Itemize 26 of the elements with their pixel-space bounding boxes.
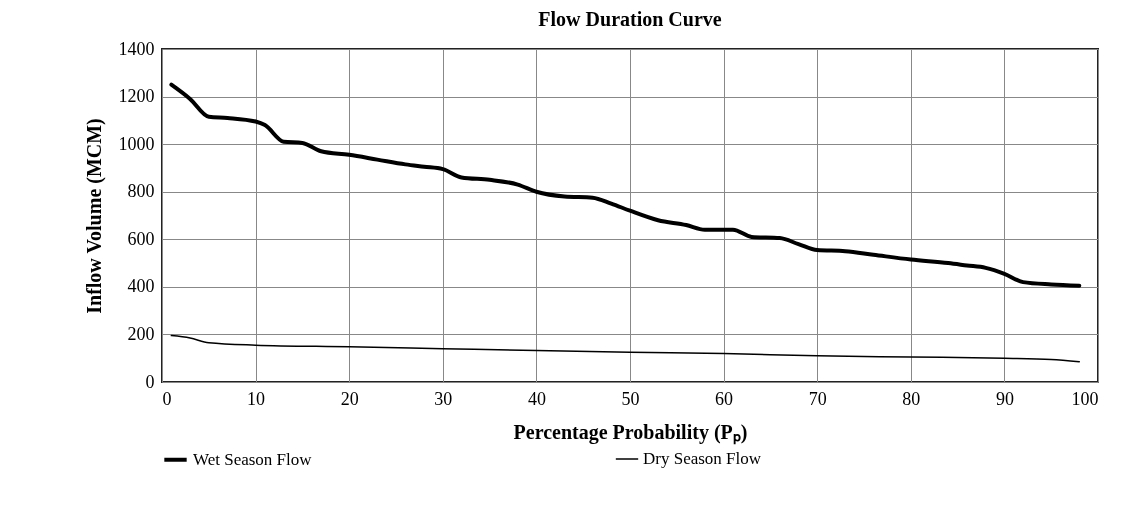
x-axis-title: Percentage Probability (Pₚ) (513, 420, 748, 445)
y-tick-label: 800 (127, 181, 155, 202)
x-tick-label: 80 (902, 388, 921, 409)
y-tick-label: 400 (127, 276, 155, 297)
line-series (170, 334, 1081, 363)
y-tick-label: 600 (127, 228, 155, 249)
x-tick-label: 70 (808, 388, 827, 409)
y-tick-label: 200 (127, 323, 155, 344)
x-tick-label: 50 (621, 388, 640, 409)
y-tick-label: 1400 (118, 38, 155, 59)
x-tick-label: 60 (715, 388, 734, 409)
x-tick-label: 0 (162, 388, 172, 409)
y-tick-label: 1000 (118, 133, 155, 154)
y-tick-label: 0 (145, 371, 155, 392)
chart-title: Flow Duration Curve (538, 8, 722, 30)
x-tick-label: 100 (1071, 388, 1099, 409)
line-series (169, 82, 1082, 288)
x-tick-label: 20 (340, 388, 359, 409)
x-tick-label: 40 (527, 388, 546, 409)
x-tick-label: 30 (434, 388, 453, 409)
x-tick-label: 90 (995, 388, 1014, 409)
legend-label: Dry Season Flow (643, 449, 762, 468)
y-tick-label: 1200 (118, 86, 155, 107)
y-axis-title: Inflow Volume (MCM) (82, 118, 106, 314)
x-tick-label: 10 (247, 388, 266, 409)
legend-label: Wet Season Flow (193, 449, 313, 469)
